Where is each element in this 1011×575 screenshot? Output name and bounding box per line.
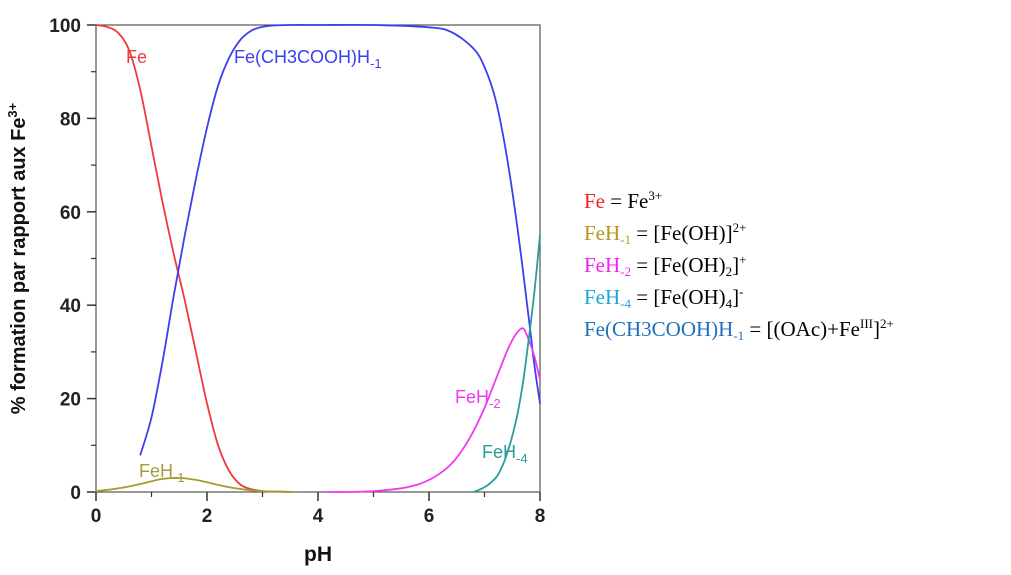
y-axis-title-sup: 3+ [5,102,20,117]
legend-row-feh2: FeH-2 = [Fe(OH)2]+ [584,244,894,279]
series-label-fe: Fe [126,47,147,67]
x-tick-label: 4 [313,506,324,527]
series-label-feh-2: FeH-2 [455,387,501,411]
y-tick-label: 20 [60,390,81,411]
series-line-feh-4 [472,234,541,493]
legend-feh2-eq-after: ] [732,253,740,277]
legend-feh4-eq-after: ] [732,285,740,309]
legend-row-feh1: FeH-1 = [Fe(OH)]2+ [584,212,894,247]
y-tick-label: 0 [70,483,81,504]
legend-feh1-eq-sup: 2+ [732,220,747,235]
legend-feh4-eq: = [Fe(OH) [631,285,726,309]
series-label-sub-feh-2: -2 [489,396,501,411]
plot-frame [95,24,541,493]
legend-feh2-eq: = [Fe(OH) [631,253,726,277]
series-label-sub-fe-ch3cooh-h-1: -1 [370,56,382,71]
legend-fe-name: Fe [584,189,605,213]
legend: Fe = Fe3+ FeH-1 = [Fe(OH)]2+ FeH-2 = [Fe… [584,180,894,343]
y-tick-label: 60 [60,203,81,224]
x-axis-title: pH [304,543,332,566]
series-label-fe-ch3cooh-h-1: Fe(CH3COOH)H-1 [234,47,382,71]
series-line-feh-1 [95,477,297,493]
series-line-fe [95,24,292,493]
legend-feac-eq-sup2: 2+ [880,316,894,331]
legend-row-fe: Fe = Fe3+ [584,180,894,213]
series-label-sub-feh-1: -1 [173,470,185,485]
legend-feh1-name: FeH-1 [584,221,632,247]
legend-fe-eq-sup: 3+ [648,188,663,203]
x-tick-label: 8 [535,506,546,527]
y-tick-label: 80 [60,109,81,130]
y-tick-label: 100 [49,16,81,37]
legend-feac-name: Fe(CH3COOH)H-1 [584,317,745,343]
legend-feh2-name: FeH-2 [584,253,632,279]
series-line-fe-ch3cooh-h-1 [139,23,541,456]
legend-feh4-eq-sup: - [739,284,744,299]
legend-feh2-eq-sub: 2 [725,264,733,279]
x-tick-label: 6 [424,506,435,527]
series-label-feh-1: FeH-1 [139,461,185,485]
legend-row-feh4: FeH-4 = [Fe(OH)4]- [584,276,894,311]
legend-feac-eq-sup: III [860,316,873,331]
legend-feh1-eq: = [Fe(OH)] [631,221,733,245]
legend-fe-eq: = Fe [605,189,649,213]
legend-feac-eq: = [(OAc)+Fe [744,317,860,341]
y-tick-label: 40 [60,296,81,317]
series-line-feh-2 [325,327,541,493]
x-tick-label: 0 [91,506,102,527]
legend-feh4-eq-sub: 4 [725,296,733,311]
legend-feh2-eq-sup: + [739,252,747,267]
legend-row-feac: Fe(CH3COOH)H-1 = [(OAc)+FeIII]2+ [584,308,894,343]
y-axis-title: % formation par rapport aux Fe3+ [5,102,30,414]
legend-feac-eq-after: ] [873,317,880,341]
series-label-sub-feh-4: -4 [516,451,528,466]
legend-feh4-name: FeH-4 [584,285,632,311]
x-tick-label: 2 [202,506,213,527]
